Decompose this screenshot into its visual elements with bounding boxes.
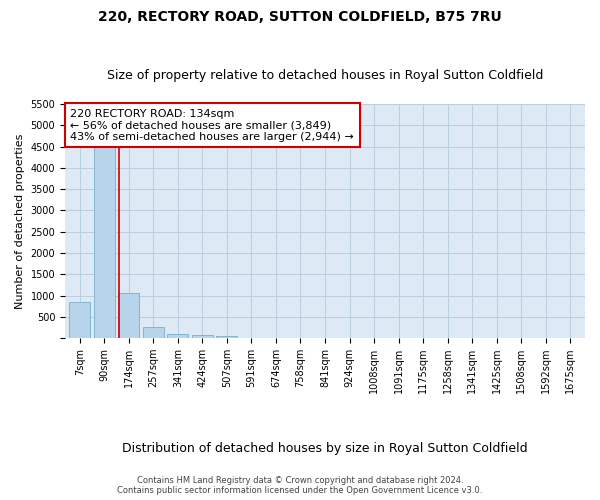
Title: Size of property relative to detached houses in Royal Sutton Coldfield: Size of property relative to detached ho… [107, 69, 543, 82]
Bar [118, 293, 139, 338]
Bar [217, 336, 238, 338]
X-axis label: Distribution of detached houses by size in Royal Sutton Coldfield: Distribution of detached houses by size … [122, 442, 528, 455]
Y-axis label: Number of detached properties: Number of detached properties [15, 134, 25, 309]
Bar [94, 142, 115, 338]
Bar [143, 326, 164, 338]
Bar [70, 302, 90, 338]
Text: 220 RECTORY ROAD: 134sqm
← 56% of detached houses are smaller (3,849)
43% of sem: 220 RECTORY ROAD: 134sqm ← 56% of detach… [70, 108, 354, 142]
Text: 220, RECTORY ROAD, SUTTON COLDFIELD, B75 7RU: 220, RECTORY ROAD, SUTTON COLDFIELD, B75… [98, 10, 502, 24]
Text: Contains HM Land Registry data © Crown copyright and database right 2024.
Contai: Contains HM Land Registry data © Crown c… [118, 476, 482, 495]
Bar [192, 335, 213, 338]
Bar [167, 334, 188, 338]
